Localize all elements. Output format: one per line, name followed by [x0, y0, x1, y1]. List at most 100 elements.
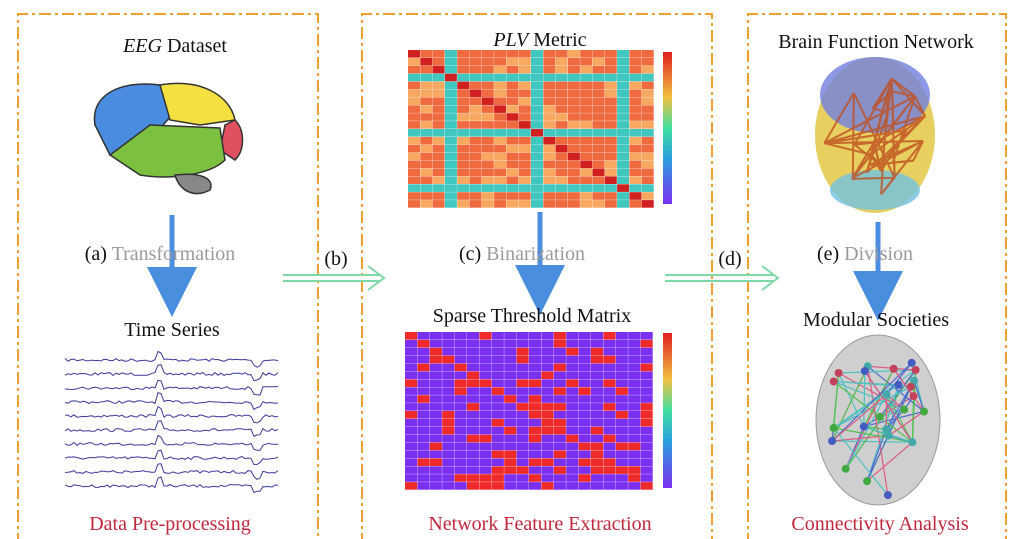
matrix-cell	[494, 105, 506, 113]
matrix-cell	[417, 356, 429, 364]
matrix-cell	[455, 474, 467, 482]
matrix-cell	[479, 458, 491, 466]
matrix-cell	[467, 372, 479, 380]
matrix-cell	[580, 58, 592, 66]
matrix-cell	[470, 82, 482, 90]
matrix-cell	[568, 74, 580, 82]
matrix-cell	[457, 129, 469, 137]
matrix-cell	[617, 169, 629, 177]
network-node	[910, 392, 918, 400]
matrix-cell	[543, 113, 555, 121]
matrix-cell	[467, 411, 479, 419]
matrix-cell	[642, 121, 654, 129]
matrix-cell	[629, 184, 641, 192]
title-italic: EEG	[122, 35, 162, 57]
matrix-cell	[580, 137, 592, 145]
matrix-cell	[556, 145, 568, 153]
matrix-cell	[543, 169, 555, 177]
matrix-cell	[617, 200, 629, 208]
matrix-cell	[417, 395, 429, 403]
matrix-cell	[628, 387, 640, 395]
matrix-cell	[445, 97, 457, 105]
matrix-cell	[617, 58, 629, 66]
matrix-cell	[554, 372, 566, 380]
matrix-cell	[556, 153, 568, 161]
matrix-cell	[455, 419, 467, 427]
matrix-cell	[445, 105, 457, 113]
matrix-cell	[442, 427, 454, 435]
matrix-cell	[591, 474, 603, 482]
matrix-cell	[442, 411, 454, 419]
matrix-cell	[554, 364, 566, 372]
matrix-cell	[517, 435, 529, 443]
matrix-cell	[482, 82, 494, 90]
matrix-cell	[556, 169, 568, 177]
matrix-cell	[517, 427, 529, 435]
matrix-cell	[494, 200, 506, 208]
matrix-cell	[591, 451, 603, 459]
matrix-cell	[457, 137, 469, 145]
matrix-cell	[603, 395, 615, 403]
matrix-cell	[430, 364, 442, 372]
matrix-cell	[517, 364, 529, 372]
matrix-cell	[593, 176, 605, 184]
matrix-cell	[616, 435, 628, 443]
matrix-cell	[445, 58, 457, 66]
matrix-cell	[504, 387, 516, 395]
matrix-cell	[616, 466, 628, 474]
matrix-cell	[506, 113, 518, 121]
matrix-cell	[445, 176, 457, 184]
matrix-cell	[470, 145, 482, 153]
matrix-cell	[568, 137, 580, 145]
matrix-cell	[405, 395, 417, 403]
step-label: (e)	[817, 243, 839, 265]
matrix-cell	[445, 50, 457, 58]
matrix-cell	[455, 364, 467, 372]
matrix-cell	[492, 435, 504, 443]
matrix-cell	[554, 403, 566, 411]
matrix-cell	[442, 340, 454, 348]
matrix-cell	[405, 356, 417, 364]
matrix-cell	[529, 340, 541, 348]
matrix-cell	[433, 184, 445, 192]
matrix-cell	[603, 332, 615, 340]
matrix-cell	[641, 372, 653, 380]
matrix-cell	[455, 451, 467, 459]
matrix-cell	[591, 387, 603, 395]
matrix-cell	[556, 97, 568, 105]
matrix-cell	[405, 387, 417, 395]
matrix-cell	[566, 482, 578, 490]
matrix-cell	[470, 153, 482, 161]
matrix-cell	[529, 348, 541, 356]
matrix-cell	[457, 161, 469, 169]
matrix-cell	[566, 427, 578, 435]
matrix-cell	[591, 419, 603, 427]
matrix-cell	[556, 66, 568, 74]
matrix-cell	[541, 419, 553, 427]
matrix-cell	[479, 474, 491, 482]
matrix-cell	[580, 192, 592, 200]
matrix-cell	[531, 184, 543, 192]
matrix-cell	[541, 340, 553, 348]
matrix-cell	[529, 379, 541, 387]
network-node	[920, 408, 928, 416]
matrix-cell	[603, 482, 615, 490]
matrix-cell	[541, 395, 553, 403]
matrix-cell	[467, 348, 479, 356]
panel-caption: Connectivity Analysis	[791, 513, 968, 535]
matrix-cell	[517, 332, 529, 340]
matrix-cell	[579, 451, 591, 459]
matrix-cell	[642, 153, 654, 161]
matrix-cell	[642, 169, 654, 177]
matrix-cell	[445, 66, 457, 74]
matrix-cell	[529, 474, 541, 482]
matrix-cell	[467, 482, 479, 490]
matrix-cell	[628, 443, 640, 451]
matrix-cell	[591, 411, 603, 419]
matrix-cell	[482, 176, 494, 184]
matrix-cell	[455, 379, 467, 387]
matrix-cell	[566, 379, 578, 387]
matrix-cell	[566, 451, 578, 459]
matrix-cell	[417, 348, 429, 356]
matrix-cell	[529, 411, 541, 419]
